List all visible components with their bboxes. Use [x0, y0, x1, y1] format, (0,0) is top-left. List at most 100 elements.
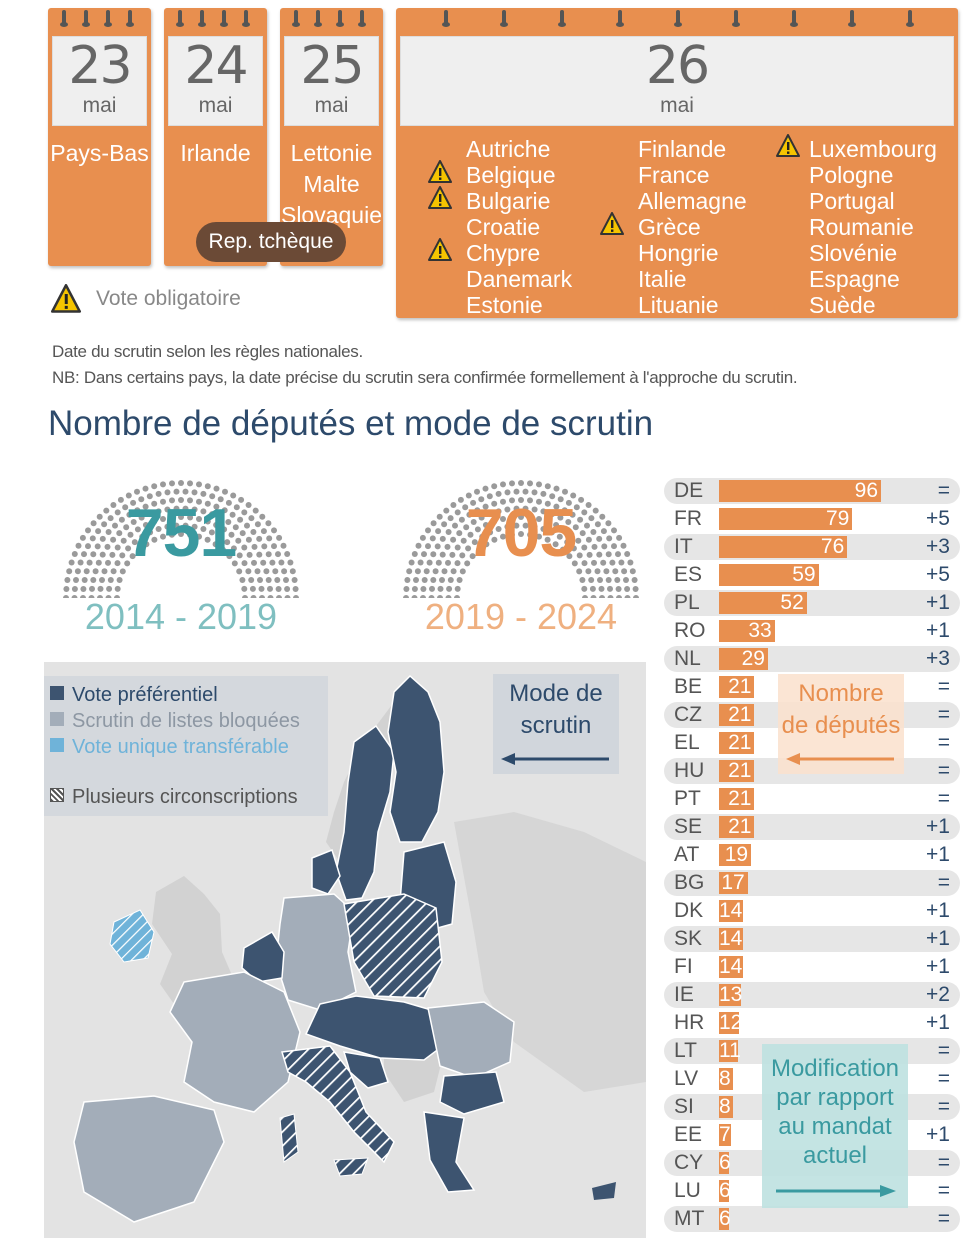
seat-dot — [439, 535, 446, 542]
seat-dot — [86, 559, 93, 566]
seat-dot — [130, 499, 137, 506]
seat-change: = — [937, 1095, 950, 1118]
seat-bar — [719, 620, 775, 642]
seat-dot — [436, 513, 443, 520]
seat-dot — [97, 585, 104, 592]
legend-item-multi: Plusieurs circonscriptions — [50, 786, 298, 809]
seat-dot — [581, 509, 588, 516]
seat-dot — [125, 492, 132, 499]
seat-change: = — [937, 1179, 950, 1202]
seat-dot — [81, 577, 88, 583]
seat-dot — [104, 543, 111, 550]
seat-dot — [103, 507, 110, 514]
seat-dot — [491, 536, 498, 543]
seat-dot — [142, 485, 149, 492]
mode-line-1: Mode de — [509, 680, 603, 707]
seat-dot — [241, 560, 248, 567]
seat-dot — [274, 577, 281, 583]
seat-value: 21 — [728, 815, 752, 838]
country-code: SI — [674, 1095, 694, 1118]
seat-dot — [584, 522, 590, 529]
seat-dot — [142, 522, 149, 528]
seat-dot — [486, 511, 493, 518]
seat-dot — [504, 506, 511, 513]
chart-row-ro: RO 33 +1 — [664, 618, 960, 644]
seat-dot — [209, 493, 216, 500]
seat-dot — [624, 586, 631, 592]
seat-dot — [572, 524, 579, 531]
seat-dot — [474, 526, 481, 533]
country-label: Autriche — [466, 136, 551, 162]
country-code: NL — [674, 647, 701, 670]
seat-value: 21 — [728, 731, 752, 754]
croatia-shape — [342, 1051, 389, 1089]
seat-dot — [134, 488, 140, 495]
country-code: DE — [674, 479, 704, 502]
seat-change: = — [937, 787, 950, 810]
seat-dot — [464, 560, 471, 567]
seat-dot — [250, 529, 257, 535]
warning-icon — [428, 238, 452, 261]
country-label: Grèce — [638, 214, 701, 240]
seat-dot — [237, 516, 244, 523]
country-label: Malte — [303, 171, 360, 197]
seat-dot — [605, 551, 612, 558]
seats-2019: 705 — [465, 495, 577, 571]
chart-row-lu: LU 6 = — [664, 1178, 960, 1204]
seat-dot — [151, 500, 158, 507]
seat-dot — [421, 577, 428, 583]
seat-dot — [562, 488, 568, 495]
chart-row-dk: DK 14 +1 — [664, 898, 960, 924]
seat-dot — [439, 577, 445, 583]
ireland-shape — [109, 909, 155, 963]
seat-dot — [216, 533, 223, 540]
seat-dot — [236, 568, 243, 575]
seat-dot — [585, 568, 592, 575]
seat-dot — [239, 530, 246, 537]
seat-dot — [271, 527, 277, 534]
seat-change: = — [937, 1067, 950, 1090]
seat-dot — [278, 559, 285, 566]
date-box: 23 mai — [52, 36, 147, 126]
seat-dot — [508, 531, 515, 538]
warning-icon — [600, 212, 624, 235]
seat-dot — [627, 559, 634, 566]
seat-dot — [471, 539, 478, 546]
chart-row-sk: SK 14 +1 — [664, 926, 960, 952]
country-label: Bulgarie — [466, 188, 551, 214]
seat-dot — [456, 530, 463, 537]
binder-rings — [164, 8, 267, 30]
seat-dot — [445, 595, 452, 598]
month-label: mai — [660, 94, 694, 117]
seat-value: 6 — [719, 1179, 731, 1202]
seat-dot — [509, 497, 515, 504]
seat-dot — [228, 531, 235, 538]
seat-dot — [415, 542, 422, 549]
seat-dot — [68, 559, 75, 566]
seat-dot — [265, 551, 272, 558]
seat-bar — [719, 816, 755, 838]
seat-dot — [239, 577, 246, 583]
seat-bar — [719, 872, 748, 894]
seat-dot — [251, 543, 258, 550]
seat-dot — [417, 559, 424, 566]
seat-dot — [71, 595, 78, 598]
country-column-1: Autriche Belgique Bulgarie Croatie Chypr… — [466, 136, 572, 318]
cyprus-shape — [592, 1182, 616, 1200]
chart-row-de: DE 96 = — [664, 478, 960, 504]
seat-dot — [64, 577, 71, 583]
iberia-shape — [73, 1095, 225, 1223]
seat-dot — [204, 536, 211, 543]
seat-dot — [522, 522, 529, 529]
arrow-right-icon — [776, 1185, 896, 1197]
seat-bar — [719, 592, 807, 614]
seat-value: 6 — [719, 1207, 731, 1230]
seat-dot — [250, 595, 257, 598]
mode-scrutin-box: Mode de scrutin — [493, 674, 619, 774]
seat-dot — [187, 514, 194, 521]
seat-dot — [434, 543, 441, 550]
seat-dot — [233, 504, 240, 511]
seat-value: 59 — [792, 563, 816, 586]
seat-dot — [430, 551, 437, 558]
country-code: SK — [674, 927, 703, 950]
